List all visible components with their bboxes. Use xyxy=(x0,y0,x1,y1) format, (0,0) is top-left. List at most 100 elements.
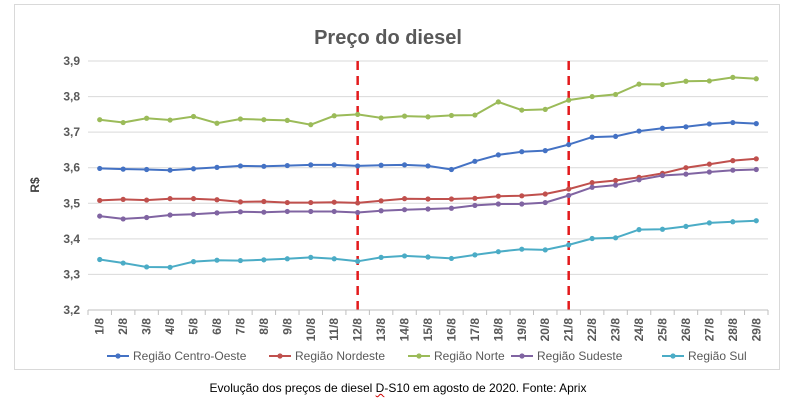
legend-swatch-marker xyxy=(416,353,422,359)
x-tick-label: 10/8 xyxy=(304,318,318,342)
data-point xyxy=(261,198,267,205)
x-tick-label: 12/8 xyxy=(351,318,365,342)
data-point xyxy=(355,200,361,206)
data-point xyxy=(425,254,431,260)
data-point xyxy=(97,256,103,263)
data-point xyxy=(612,182,619,188)
data-point xyxy=(167,264,173,270)
data-point xyxy=(472,202,478,209)
data-point xyxy=(284,117,290,124)
series-layer xyxy=(97,74,759,270)
data-point xyxy=(612,177,619,184)
data-point xyxy=(566,141,572,148)
data-point xyxy=(495,193,501,199)
data-point xyxy=(237,116,244,122)
x-tick-label: 14/8 xyxy=(398,318,412,342)
data-point xyxy=(355,209,361,216)
data-point xyxy=(495,99,501,105)
data-point xyxy=(355,163,361,169)
data-point xyxy=(97,197,103,204)
x-tick-label: 20/8 xyxy=(538,318,552,342)
data-point xyxy=(519,201,525,207)
data-point xyxy=(261,163,267,169)
data-point xyxy=(355,111,361,117)
data-point xyxy=(214,164,220,170)
data-point xyxy=(659,226,666,232)
y-tick-label: 3,8 xyxy=(63,90,80,104)
x-tick-label: 18/8 xyxy=(491,318,505,342)
data-point xyxy=(120,166,126,172)
data-point xyxy=(730,119,736,126)
data-point xyxy=(401,162,408,168)
y-tick-label: 3,4 xyxy=(63,232,80,246)
data-point xyxy=(144,197,150,203)
data-point xyxy=(355,258,361,264)
data-point xyxy=(425,114,431,120)
data-point xyxy=(144,115,150,121)
data-point xyxy=(378,198,384,204)
x-tick-label: 7/8 xyxy=(233,318,247,335)
data-point xyxy=(706,121,712,127)
data-point xyxy=(683,78,689,84)
data-point xyxy=(706,78,712,84)
data-point xyxy=(448,205,455,211)
data-point xyxy=(542,106,548,112)
x-tick-label: 23/8 xyxy=(609,318,623,342)
data-point xyxy=(308,122,314,128)
x-tick-label: 29/8 xyxy=(749,318,763,342)
data-point xyxy=(97,165,103,172)
data-point xyxy=(144,166,150,173)
data-point xyxy=(284,208,290,215)
data-point xyxy=(120,196,126,202)
data-point xyxy=(401,113,408,119)
data-point xyxy=(401,196,408,202)
data-point xyxy=(730,74,736,80)
data-point xyxy=(542,199,548,206)
data-point xyxy=(612,235,619,241)
data-point xyxy=(519,149,525,155)
data-point xyxy=(753,218,759,224)
data-point xyxy=(683,171,689,177)
x-tick-label: 24/8 xyxy=(632,318,646,342)
data-point xyxy=(190,259,197,265)
caption-text-end: -S10 em agosto de 2020. Fonte: Aprix xyxy=(384,381,587,395)
data-point xyxy=(214,120,220,126)
x-tick-label: 9/8 xyxy=(280,318,294,335)
data-point xyxy=(214,210,220,216)
data-point xyxy=(495,249,501,255)
data-point xyxy=(683,223,689,230)
series-line xyxy=(99,219,757,269)
chart-title: Preço do diesel xyxy=(314,27,462,49)
y-tick-label: 3,2 xyxy=(63,303,80,317)
data-point xyxy=(448,196,455,202)
x-tick-label: 5/8 xyxy=(187,318,201,335)
data-point xyxy=(144,214,150,221)
data-point xyxy=(120,216,126,222)
data-point xyxy=(636,227,642,233)
x-tick-label: 3/8 xyxy=(140,318,154,335)
data-point xyxy=(683,165,689,171)
data-point xyxy=(472,252,478,258)
data-point xyxy=(753,76,759,82)
data-point xyxy=(519,193,525,199)
data-point xyxy=(331,199,337,205)
data-point xyxy=(378,254,384,260)
x-tick-label: 13/8 xyxy=(374,318,388,342)
data-point xyxy=(636,81,642,87)
legend-label: Região Sul xyxy=(688,349,747,363)
data-point xyxy=(308,208,314,215)
data-point xyxy=(566,192,572,199)
data-point xyxy=(448,255,455,262)
data-point xyxy=(308,254,314,260)
data-point xyxy=(683,124,689,130)
data-point xyxy=(401,207,408,213)
data-point xyxy=(190,113,197,120)
data-point xyxy=(284,162,290,169)
legend-swatch-marker xyxy=(277,353,283,359)
x-tick-label: 27/8 xyxy=(702,318,716,342)
x-tick-label: 22/8 xyxy=(585,318,599,342)
data-point xyxy=(97,117,103,123)
figure-caption: Evolução dos preços de diesel D-S10 em a… xyxy=(0,381,796,395)
legend-label: Região Sudeste xyxy=(537,349,623,363)
data-point xyxy=(214,257,220,263)
